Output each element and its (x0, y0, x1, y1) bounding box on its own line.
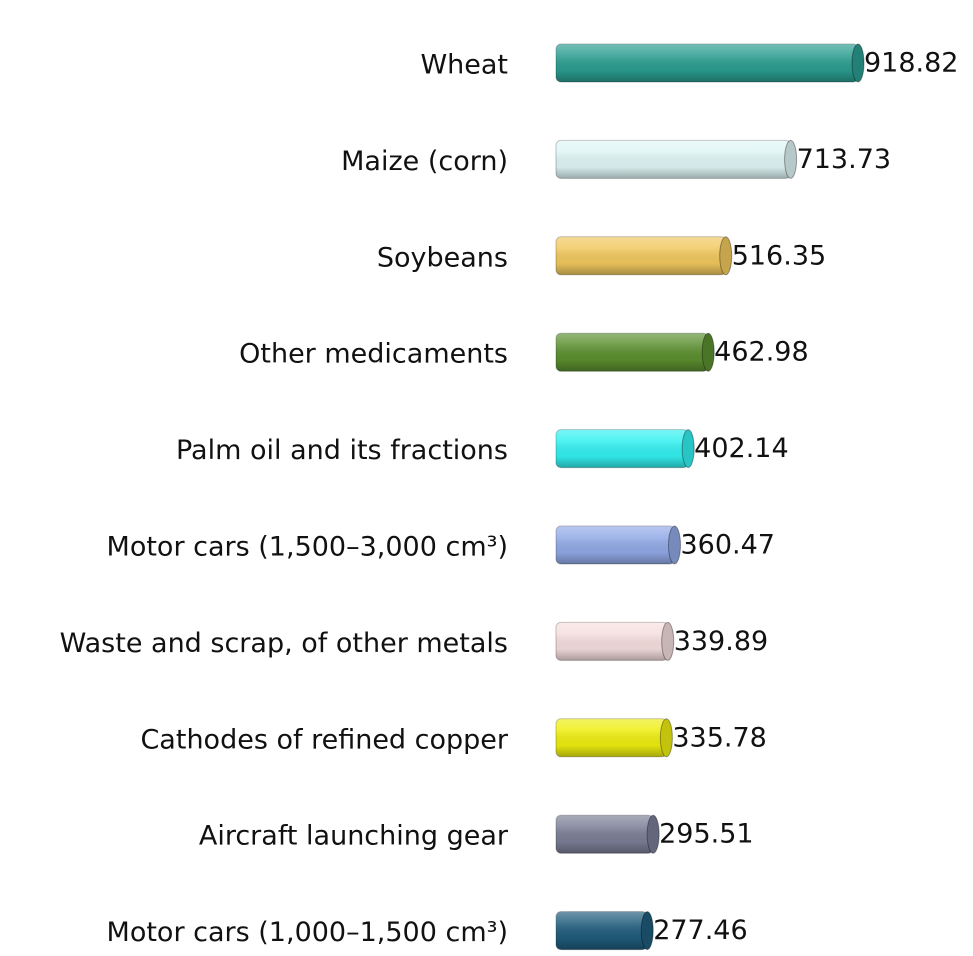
category-label: Palm oil and its fractions (176, 435, 508, 466)
bar-cap-shade (682, 429, 695, 468)
category-label: Waste and scrap, of other metals (60, 628, 508, 659)
value-label: 462.98 (714, 337, 808, 368)
bar-shine (556, 429, 689, 468)
category-label: Other medicaments (239, 339, 508, 370)
category-label: Motor cars (1,000–1,500 cm³) (107, 917, 508, 948)
category-label: Cathodes of refined copper (140, 724, 508, 755)
bar-shine (556, 140, 791, 179)
bar-cap (640, 911, 654, 951)
value-label: 402.14 (694, 433, 788, 464)
bar-shine (556, 526, 675, 564)
value-label: 295.51 (659, 819, 753, 850)
bar-cap (701, 332, 715, 372)
category-label: Aircraft launching gear (199, 821, 509, 852)
bar-shine (556, 44, 858, 82)
bar-cap-shade (660, 718, 673, 757)
bar-shine (556, 911, 648, 950)
bar-cap (646, 814, 660, 854)
bar-cap-shade (668, 526, 681, 564)
category-label: Motor cars (1,500–3,000 cm³) (107, 532, 508, 563)
bar-shine (556, 236, 726, 275)
bar-cap-shade (719, 236, 732, 275)
bar-shine (556, 333, 709, 372)
value-label: 360.47 (680, 530, 774, 561)
bar-cap-shade (661, 622, 674, 661)
category-label: Maize (corn) (341, 146, 508, 177)
value-label: 516.35 (732, 240, 826, 271)
bar-shine (556, 718, 667, 757)
bar-cap-shade (784, 140, 797, 179)
value-label: 335.78 (672, 722, 766, 753)
bar-cap-shade (852, 44, 864, 82)
bar-cap (659, 718, 673, 758)
bar-cap (784, 139, 798, 179)
value-label: 713.73 (797, 144, 891, 175)
value-label: 339.89 (674, 626, 768, 657)
bar-cap-shade (702, 333, 715, 372)
bar-shine (556, 622, 668, 661)
bar-cap (851, 43, 865, 83)
bar-cap (719, 236, 733, 276)
bar-shine (556, 815, 654, 854)
bar-cap (661, 621, 675, 661)
category-label: Wheat (420, 50, 508, 81)
bar-cap-shade (647, 815, 660, 854)
value-label: 277.46 (653, 915, 747, 946)
category-label: Soybeans (377, 242, 508, 273)
value-label: 918.82 (864, 48, 958, 79)
bar-cap (681, 429, 695, 469)
bar-cap-shade (641, 911, 654, 950)
bar-cap (667, 525, 681, 565)
